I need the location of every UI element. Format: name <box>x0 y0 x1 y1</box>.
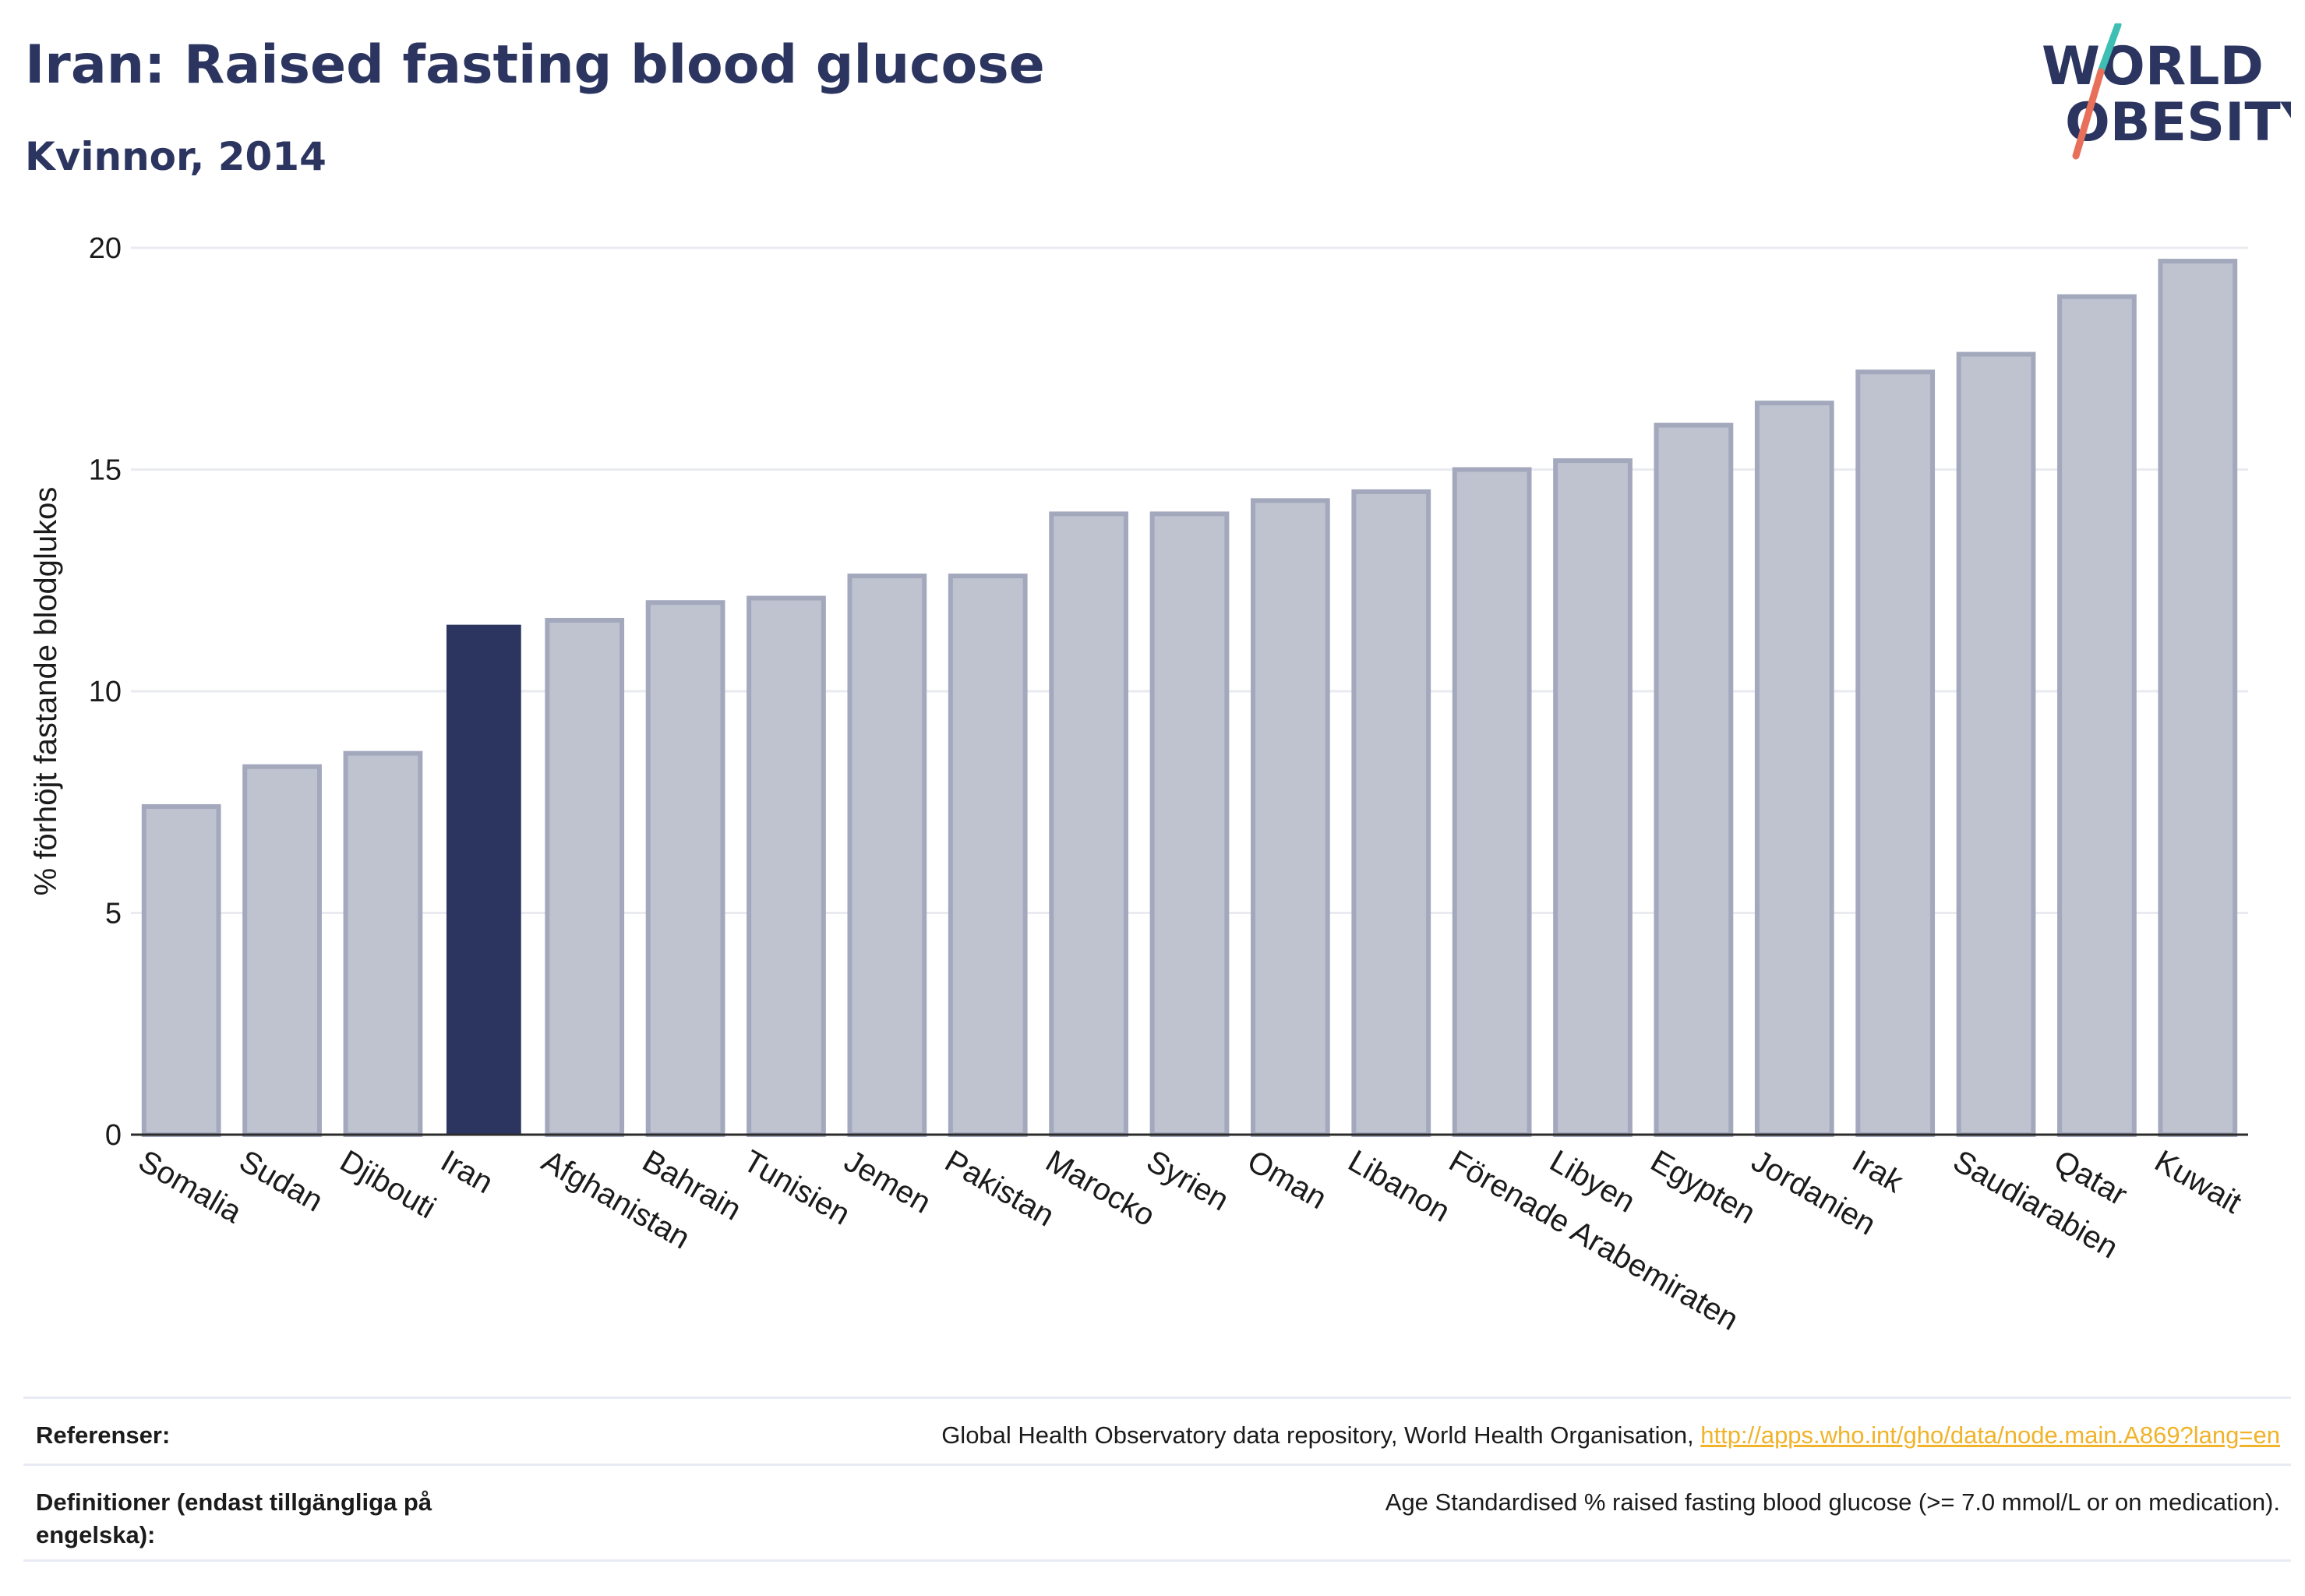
x-tick-label: Libanon <box>1343 1144 1456 1229</box>
bar <box>747 595 826 1137</box>
bar <box>1754 401 1834 1137</box>
x-tick-label: Kuwait <box>2149 1144 2247 1220</box>
y-tick-label: 0 <box>105 1119 122 1152</box>
bar <box>1956 351 2036 1137</box>
logo-line1: WORLD <box>2042 36 2264 97</box>
logo-line2: OBESITY <box>2065 92 2291 154</box>
bar <box>242 764 322 1137</box>
bar <box>1855 369 1936 1137</box>
references-row: Referenser: Global Health Observatory da… <box>23 1396 2291 1464</box>
bar <box>1049 511 1128 1137</box>
definitions-label: Definitioner (endast tillgängliga på eng… <box>36 1488 432 1548</box>
x-tick-label: Irak <box>1847 1144 1910 1200</box>
y-tick-label: 5 <box>105 898 122 930</box>
y-tick-label: 20 <box>89 232 122 265</box>
bar <box>2057 294 2137 1138</box>
chart-subtitle: Kvinnor, 2014 <box>25 134 327 179</box>
bar-highlight <box>446 624 521 1135</box>
x-tick-label: Djibouti <box>334 1144 442 1226</box>
bar <box>847 574 927 1137</box>
x-tick-label: Sudan <box>234 1144 329 1219</box>
bar <box>948 574 1028 1137</box>
world-obesity-logo: WORLD OBESITY <box>2042 23 2291 160</box>
x-tick-label: Somalia <box>132 1144 248 1231</box>
y-axis-title: % förhöjt fastande blodglukos <box>29 487 63 896</box>
references-link[interactable]: http://apps.who.int/gho/data/node.main.A… <box>1700 1421 2280 1449</box>
chart-footer: Referenser: Global Health Observatory da… <box>23 1396 2291 1562</box>
x-tick-label: Pakistan <box>939 1144 1060 1234</box>
bar <box>1452 467 1532 1137</box>
x-tick-label: Iran <box>435 1144 499 1201</box>
logo-slash-top <box>2097 23 2122 76</box>
definitions-row: Definitioner (endast tillgängliga på eng… <box>23 1464 2291 1562</box>
chart-title: Iran: Raised fasting blood glucose <box>25 34 1045 96</box>
x-tick-label: Jemen <box>838 1144 937 1220</box>
bar <box>343 750 423 1137</box>
bar <box>645 600 725 1137</box>
bar <box>1553 458 1633 1137</box>
logo-slash-bottom <box>2072 68 2105 160</box>
references-value: Global Health Observatory data repositor… <box>941 1419 2280 1452</box>
y-tick-label: 15 <box>89 454 122 487</box>
bar-chart: 0 5 10 15 20 % förhöjt fastande blodglukos Som… <box>29 232 2248 1337</box>
references-label: Referenser: <box>36 1421 171 1449</box>
x-tick-label: Egypten <box>1645 1144 1761 1231</box>
definitions-value: Age Standardised % raised fasting blood … <box>1385 1488 2280 1516</box>
x-tick-label: Tunisien <box>737 1144 856 1232</box>
bar <box>1654 422 1734 1137</box>
bar <box>141 803 221 1137</box>
bar <box>1149 511 1230 1137</box>
bar <box>1351 489 1431 1137</box>
bar <box>1251 498 1330 1137</box>
y-tick-label: 10 <box>89 676 122 708</box>
bar <box>2158 259 2238 1138</box>
references-text: Global Health Observatory data repositor… <box>941 1421 1701 1449</box>
bar <box>545 617 625 1137</box>
x-tick-label: Marocko <box>1040 1144 1161 1234</box>
x-tick-label: Oman <box>1241 1144 1332 1216</box>
